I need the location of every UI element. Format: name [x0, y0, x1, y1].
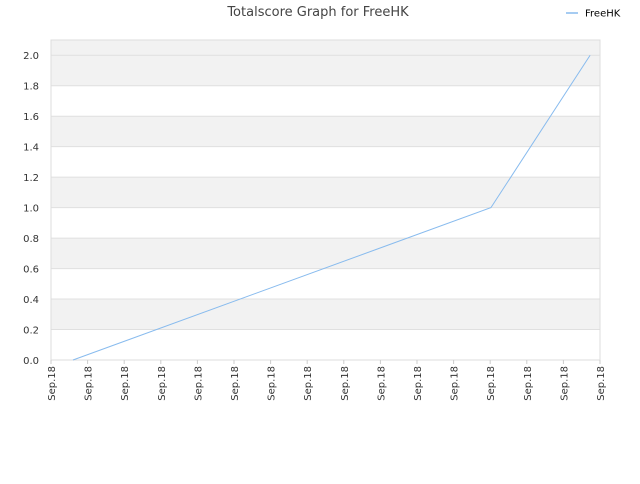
data-line: [72, 54, 591, 361]
x-tick-label: Sep.18: [376, 366, 387, 401]
y-tick-label: 1.4: [23, 143, 39, 154]
x-tick-label: Sep.18: [413, 366, 424, 401]
chart-title: Totalscore Graph for FreeHK: [226, 5, 409, 20]
grid-band: [51, 177, 600, 208]
y-tick-label: 0.4: [23, 295, 39, 306]
grid-band: [51, 299, 600, 330]
x-tick-label: Sep.18: [230, 366, 241, 401]
y-tick-label: 1.6: [23, 112, 39, 123]
y-tick-label: 0.2: [23, 326, 39, 337]
grid-band: [51, 55, 600, 86]
legend-label: FreeHK: [585, 9, 621, 20]
y-tick-label: 1.0: [23, 204, 39, 215]
y-tick-label: 0.8: [23, 234, 39, 245]
x-tick-label: Sep.18: [120, 366, 131, 401]
x-tick-label: Sep.18: [193, 366, 204, 401]
x-tick-label: Sep.18: [559, 366, 570, 401]
x-tick-label: Sep.18: [47, 366, 58, 401]
plot-border: [50, 39, 601, 361]
y-tick-label: 0.0: [23, 356, 39, 367]
grid-band: [51, 238, 600, 269]
grid-band: [51, 116, 600, 147]
x-tick-label: Sep.18: [157, 366, 168, 401]
x-tick-label: Sep.18: [267, 366, 278, 401]
x-tick-label: Sep.18: [303, 366, 314, 401]
x-tick-label: Sep.18: [450, 366, 461, 401]
y-tick-label: 1.2: [23, 173, 39, 184]
y-tick-label: 2.0: [23, 51, 39, 62]
x-tick-label: Sep.18: [486, 366, 497, 401]
x-tick-label: Sep.18: [596, 366, 607, 401]
x-tick-label: Sep.18: [340, 366, 351, 401]
y-tick-label: 0.6: [23, 265, 39, 276]
x-tick-label: Sep.18: [523, 366, 534, 401]
x-tick-label: Sep.18: [84, 366, 95, 401]
grid-band: [51, 40, 600, 56]
y-tick-label: 1.8: [23, 82, 39, 93]
